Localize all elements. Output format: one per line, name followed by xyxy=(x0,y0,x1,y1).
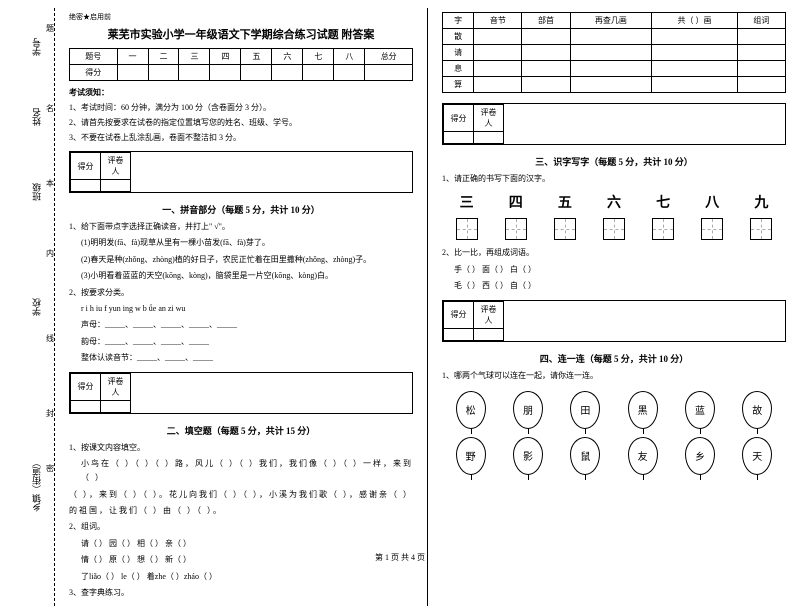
q1: 1、给下面带点字选择正确读音，并打上" √"。 xyxy=(69,220,413,234)
score-box: 得分评卷人 xyxy=(442,300,786,342)
part3-title: 三、识字写字（每题 5 分，共计 10 分） xyxy=(442,155,786,168)
p2q1c: 的祖国，让我们（ ）由（ ）（ ）。 xyxy=(69,504,413,518)
p2q2: 2、组词。 xyxy=(69,520,413,534)
instruction-item: 2、请首先按要求在试卷的指定位置填写您的姓名、班级、学号。 xyxy=(69,117,413,129)
p2q3: 3、查字典练习。 xyxy=(69,586,413,600)
balloon-row-bottom: 野 影 鼠 友 乡 天 xyxy=(442,437,786,475)
balloon: 野 xyxy=(456,437,486,475)
balloon: 友 xyxy=(628,437,658,475)
p4q1: 1、哪两个气球可以连在一起，请你连一连。 xyxy=(442,369,786,383)
char: 五 xyxy=(558,192,572,212)
table-row: 字 音节 部首 再查几画 共（ ）画 组词 xyxy=(443,13,786,29)
tian-grid xyxy=(554,218,576,240)
exam-title: 莱芜市实验小学一年级语文下学期综合练习试题 附答案 xyxy=(69,26,413,42)
char: 六 xyxy=(607,192,621,212)
p2q2c: 了liǎo（ ） le（ ） 着zhe（ ）zháo（ ） xyxy=(69,570,413,584)
balloon: 鼠 xyxy=(570,437,600,475)
balloon: 故 xyxy=(742,391,772,429)
tian-grid xyxy=(652,218,674,240)
content: 绝密★启用前 莱芜市实验小学一年级语文下学期综合练习试题 附答案 题号 一 二 … xyxy=(55,8,800,606)
dictionary-table: 字 音节 部首 再查几画 共（ ）画 组词 散 请 息 算 xyxy=(442,12,786,93)
tian-grid xyxy=(603,218,625,240)
letters: r i h iu f yun ing w b ǘe an zi wu xyxy=(69,302,413,316)
q1b: (2)春天是种(zhǒng、zhòng)植的好日子，农民正忙着在田里撒种(zhǒ… xyxy=(69,253,413,267)
table-row: 题号 一 二 三 四 五 六 七 八 总分 xyxy=(70,49,413,65)
instructions-heading: 考试须知： xyxy=(69,87,413,98)
char: 八 xyxy=(705,192,719,212)
char: 九 xyxy=(754,192,768,212)
instructions: 1、考试时间：60 分钟，满分为 100 分（含卷面分 3 分）。 2、请首先按… xyxy=(69,102,413,144)
right-column: 字 音节 部首 再查几画 共（ ）画 组词 散 请 息 算 得分评卷人 三、识字… xyxy=(428,8,800,606)
table-row: 散 xyxy=(443,29,786,45)
margin-label-xuexiao: 学校 xyxy=(30,298,43,316)
confidential-label: 绝密★启用前 xyxy=(69,12,413,22)
p2q1: 1、按课文内容填空。 xyxy=(69,441,413,455)
score-box: 得分评卷人 xyxy=(69,151,413,193)
balloon-row-top: 松 朋 田 黑 蓝 故 xyxy=(442,391,786,429)
left-column: 绝密★启用前 莱芜市实验小学一年级语文下学期综合练习试题 附答案 题号 一 二 … xyxy=(55,8,428,606)
balloon: 影 xyxy=(513,437,543,475)
margin-mark: 封 xyxy=(46,408,54,419)
instruction-item: 1、考试时间：60 分钟，满分为 100 分（含卷面分 3 分）。 xyxy=(69,102,413,114)
table-row: 请 xyxy=(443,45,786,61)
margin-mark: 内 xyxy=(46,248,54,259)
char-row: 三 四 五 六 七 八 九 xyxy=(442,192,786,212)
instruction-item: 3、不要在试卷上乱涂乱画，卷面不整洁扣 3 分。 xyxy=(69,132,413,144)
margin-label-xuehao: 学号 xyxy=(30,38,43,56)
tian-grid xyxy=(456,218,478,240)
margin-mark: 本 xyxy=(46,178,54,189)
balloon: 朋 xyxy=(513,391,543,429)
table-row: 算 xyxy=(443,77,786,93)
balloon: 松 xyxy=(456,391,486,429)
score-box: 得分评卷人 xyxy=(69,372,413,414)
balloon: 天 xyxy=(742,437,772,475)
balloon: 田 xyxy=(570,391,600,429)
char: 三 xyxy=(460,192,474,212)
page-footer: 第 1 页 共 4 页 xyxy=(0,552,800,563)
balloon: 黑 xyxy=(628,391,658,429)
page: 学号 姓名 班级 学校 乡镇（街道） 题 名 本 内 线 封 密 绝密★启用前 … xyxy=(0,0,800,614)
p3q2: 2、比一比，再组成词语。 xyxy=(442,246,786,260)
q1a: (1)明明发(fā、fà)现草从里有一棵小苗发(fā、fà)芽了。 xyxy=(69,236,413,250)
p3q1: 1、请正确的书写下面的汉字。 xyxy=(442,172,786,186)
tian-grid xyxy=(505,218,527,240)
margin-mark: 密 xyxy=(46,463,54,474)
zhengti: 整体认读音节：_____、_____、_____ xyxy=(69,351,413,365)
char: 七 xyxy=(656,192,670,212)
part1-title: 一、拼音部分（每题 5 分，共计 10 分） xyxy=(69,203,413,216)
margin-label-xiangzhen: 乡镇（街道） xyxy=(30,458,43,512)
char: 四 xyxy=(509,192,523,212)
margin-label-xingming: 姓名 xyxy=(30,108,43,126)
margin-mark: 题 xyxy=(46,23,54,34)
q2: 2、按要求分类。 xyxy=(69,286,413,300)
table-row: 得分 xyxy=(70,65,413,81)
tian-grid-row xyxy=(442,218,786,240)
margin-mark: 名 xyxy=(46,103,54,114)
p2q1b: （ ），来到（ ）（ ）。花儿向我们（ ）（ ），小溪为我们歌（ ），感谢亲（ … xyxy=(69,488,413,502)
table-row: 息 xyxy=(443,61,786,77)
part2-title: 二、填空题（每题 5 分，共计 15 分） xyxy=(69,424,413,437)
binding-margin: 学号 姓名 班级 学校 乡镇（街道） 题 名 本 内 线 封 密 xyxy=(0,8,55,606)
tian-grid xyxy=(701,218,723,240)
p3q2b: 毛（ ） 西（ ） 自（ ） xyxy=(442,279,786,293)
balloon: 蓝 xyxy=(685,391,715,429)
part4-title: 四、连一连（每题 5 分，共计 10 分） xyxy=(442,352,786,365)
balloon: 乡 xyxy=(685,437,715,475)
score-box: 得分评卷人 xyxy=(442,103,786,145)
margin-mark: 线 xyxy=(46,333,54,344)
p2q2a: 请（ ） 园（ ） 相（ ） 亲（ ） xyxy=(69,537,413,551)
yunmu: 韵母：_____、_____、_____、_____ xyxy=(69,335,413,349)
p2q1a: 小鸟在（ ）（ ）（ ）路，风儿（ ）（ ）我们，我们像（ ）（ ）一样，来到（… xyxy=(69,457,413,486)
score-summary-table: 题号 一 二 三 四 五 六 七 八 总分 得分 xyxy=(69,48,413,81)
p3q2a: 手（ ） 面（ ） 白（ ） xyxy=(442,263,786,277)
q1c: (3)小明看着蓝蓝的天空(kōng、kòng)，脑袋里是一片空(kōng、kòn… xyxy=(69,269,413,283)
shengmu: 声母：_____、_____、_____、_____、_____ xyxy=(69,318,413,332)
tian-grid xyxy=(750,218,772,240)
margin-label-banji: 班级 xyxy=(30,183,43,201)
